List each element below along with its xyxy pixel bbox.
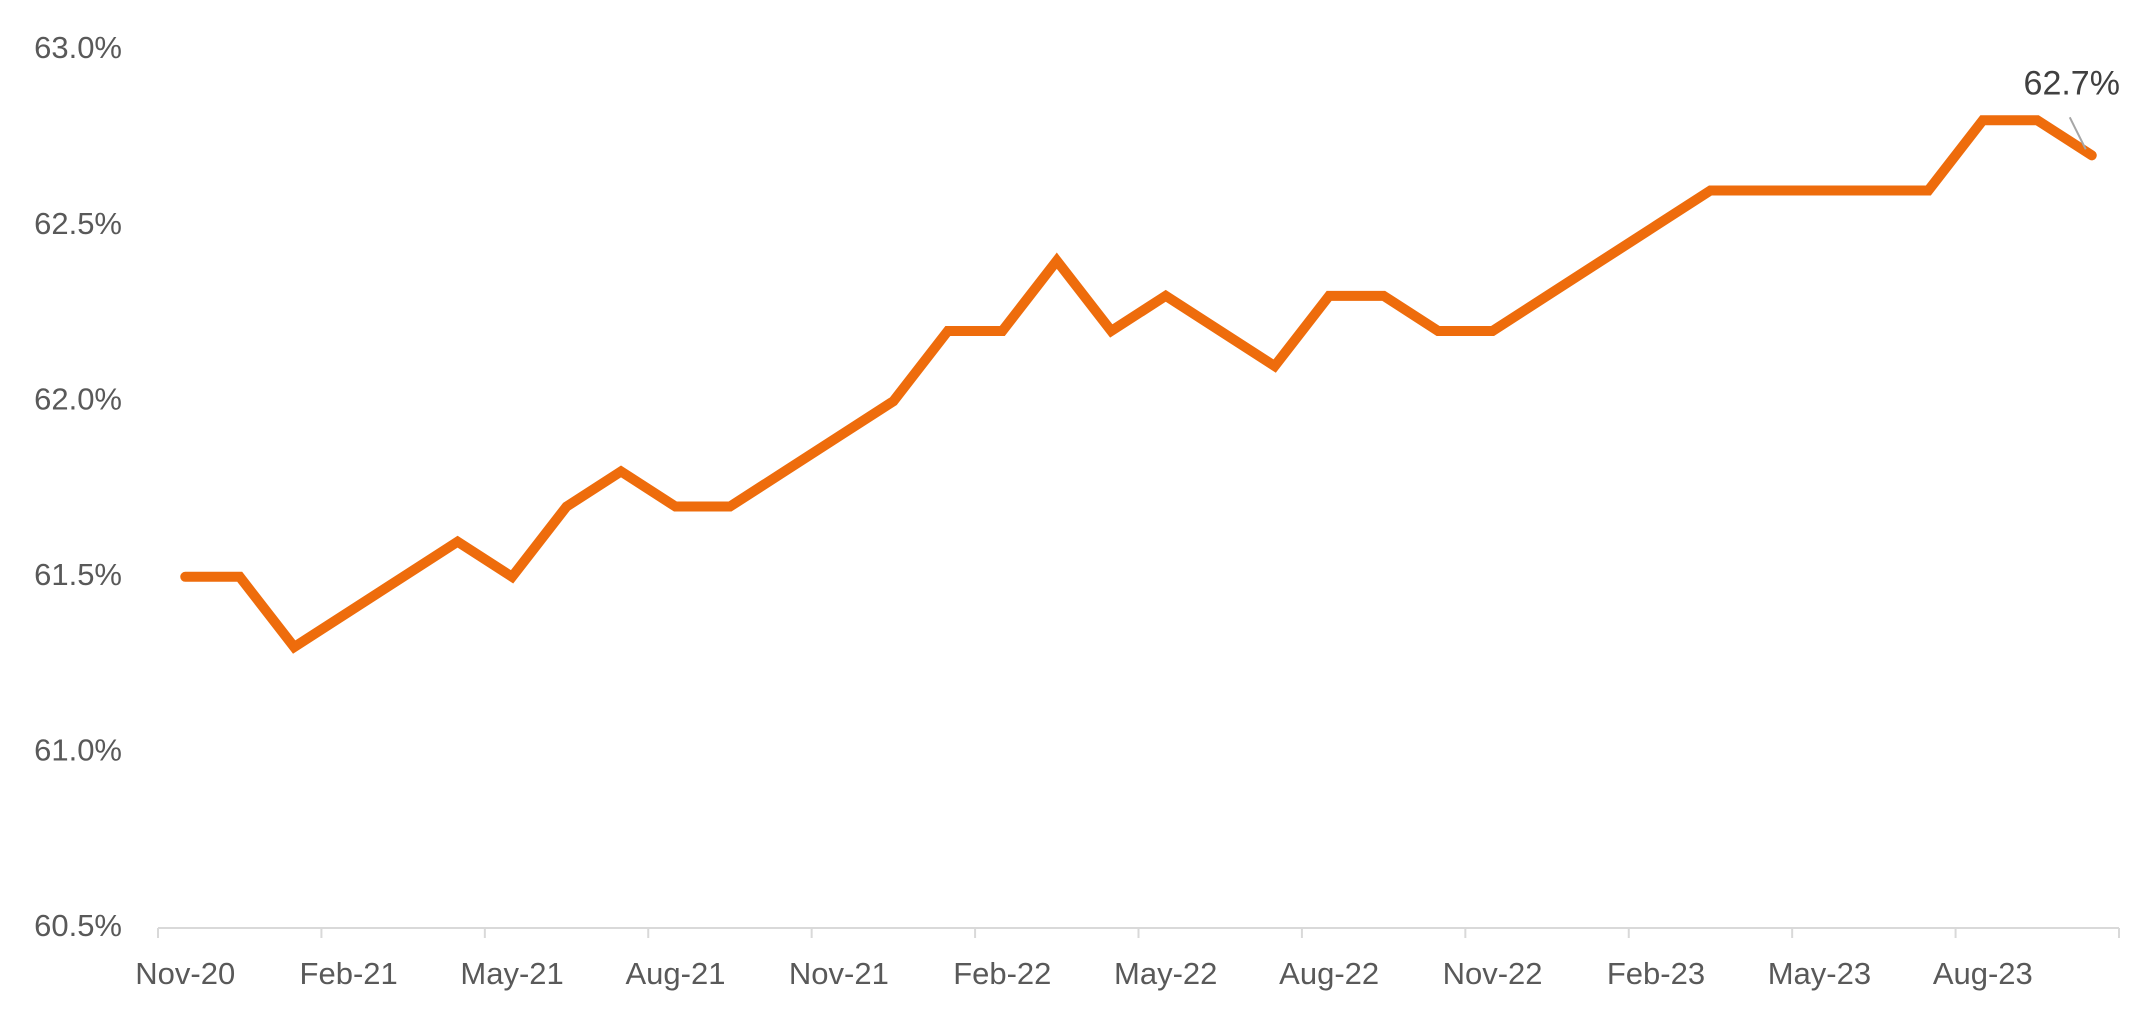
y-tick-label: 63.0% (34, 30, 122, 65)
x-tick-label: Nov-21 (789, 956, 889, 991)
x-tick-label: May-22 (1114, 956, 1217, 991)
x-tick-label: Nov-22 (1443, 956, 1543, 991)
y-tick-label: 60.5% (34, 908, 122, 943)
x-tick-label: Feb-21 (300, 956, 398, 991)
x-tick-label: Feb-22 (953, 956, 1051, 991)
y-tick-label: 61.5% (34, 557, 122, 592)
y-tick-label: 62.5% (34, 206, 122, 241)
data-label: 62.7% (2024, 64, 2120, 102)
x-tick-label: Aug-23 (1933, 956, 2033, 991)
x-tick-label: Aug-22 (1279, 956, 1379, 991)
y-tick-label: 62.0% (34, 381, 122, 416)
data-line (180, 115, 2097, 654)
x-tick-label: Nov-20 (135, 956, 235, 991)
x-tick-label: Feb-23 (1607, 956, 1705, 991)
leader-line (2068, 116, 2087, 150)
x-tick-label: May-21 (460, 956, 563, 991)
x-tick-label: Aug-21 (626, 956, 726, 991)
x-tick-label: May-23 (1768, 956, 1871, 991)
y-tick-label: 61.0% (34, 733, 122, 768)
